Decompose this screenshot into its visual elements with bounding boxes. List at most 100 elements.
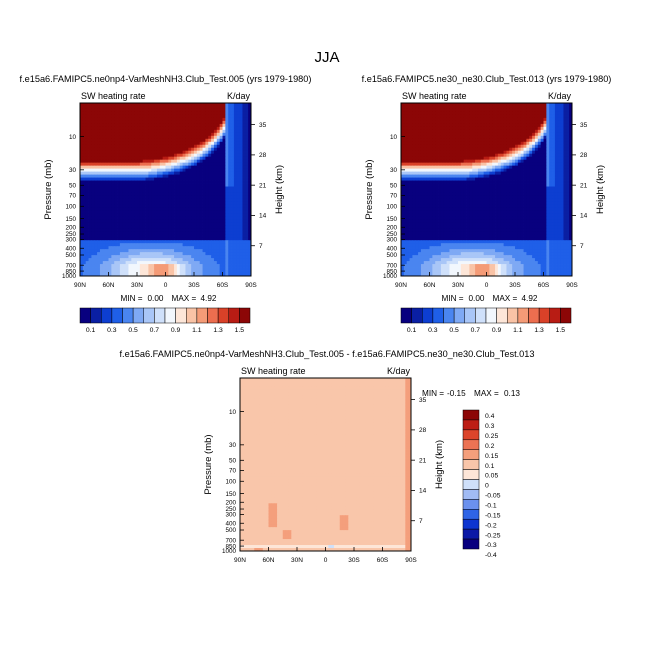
heatmap-cell — [171, 264, 175, 268]
heatmap-cell — [543, 117, 547, 122]
heatmap-cell — [117, 111, 121, 116]
heatmap-cell — [529, 126, 533, 131]
heatmap-cell — [108, 270, 112, 274]
heatmap-cell — [122, 273, 126, 277]
heatmap-cell — [435, 126, 439, 131]
heatmap-cell — [159, 258, 164, 262]
heatmap-cell — [466, 150, 470, 155]
heatmap-cell — [185, 261, 189, 265]
heatmap-cell — [205, 189, 209, 193]
heatmap-cell — [549, 105, 553, 110]
heatmap-cell — [119, 129, 124, 134]
heatmap-cell — [142, 195, 146, 199]
heatmap-cell — [233, 153, 238, 158]
heatmap-cell — [412, 114, 416, 119]
heatmap-cell — [154, 174, 158, 178]
heatmap-cell — [131, 156, 135, 161]
heatmap-cell — [159, 273, 164, 277]
heatmap-cell — [477, 126, 482, 131]
heatmap-cell — [97, 108, 101, 113]
heatmap-cell — [225, 270, 229, 274]
heatmap-cell — [199, 258, 203, 262]
heatmap-cell — [245, 234, 249, 238]
heatmap-cell — [191, 249, 195, 253]
heatmap-cell — [455, 108, 459, 113]
heatmap-cell — [543, 150, 547, 155]
heatmap-cell — [131, 123, 135, 128]
heatmap-cell — [122, 264, 126, 268]
heatmap-cell — [148, 117, 152, 122]
heatmap-cell — [137, 103, 141, 107]
heatmap-cell — [512, 108, 516, 113]
heatmap-cell — [233, 135, 238, 140]
heatmap-cell — [199, 195, 203, 199]
heatmap-cell — [537, 117, 542, 122]
heatmap-cell — [418, 150, 422, 155]
heatmap-cell — [134, 171, 138, 175]
heatmap-cell — [549, 171, 553, 175]
heatmap-cell — [486, 129, 490, 134]
heatmap-cell — [182, 183, 186, 187]
heatmap-cell — [165, 123, 169, 128]
heatmap-cell — [154, 108, 158, 113]
heatmap-cell — [162, 240, 166, 244]
heatmap-cell — [469, 117, 473, 122]
heatmap-cell — [148, 174, 152, 178]
heatmap-cell — [219, 222, 223, 226]
heatmap-cell — [549, 174, 553, 178]
heatmap-cell — [228, 162, 232, 167]
heatmap-cell — [233, 189, 238, 193]
heatmap-cell — [162, 103, 166, 107]
heatmap-cell — [91, 141, 95, 146]
heatmap-cell — [196, 132, 201, 137]
heatmap-cell — [119, 261, 124, 265]
heatmap-cell — [418, 117, 422, 122]
heatmap-cell — [219, 240, 223, 244]
heatmap-cell — [509, 105, 513, 110]
heatmap-cell — [211, 153, 215, 158]
heatmap-cell — [148, 135, 152, 140]
heatmap-cell — [188, 138, 192, 143]
heatmap-cell — [233, 123, 238, 128]
heatmap-cell — [409, 108, 413, 113]
heatmap-cell — [446, 141, 450, 146]
heatmap-cell — [199, 129, 203, 134]
heatmap-cell — [134, 189, 138, 193]
heatmap-cell — [497, 103, 502, 107]
heatmap-cell — [435, 156, 439, 161]
heatmap-cell — [196, 186, 201, 190]
heatmap-cell — [145, 222, 149, 226]
heatmap-cell — [114, 117, 118, 122]
heatmap-cell — [196, 201, 201, 205]
heatmap-cell — [202, 204, 206, 208]
heatmap-cell — [228, 105, 232, 110]
heatmap-cell — [526, 165, 530, 170]
heatmap-cell — [233, 150, 238, 155]
heatmap-cell — [179, 204, 183, 208]
heatmap-cell — [239, 258, 243, 262]
heatmap-cell — [131, 225, 135, 229]
heatmap-cell — [142, 198, 146, 202]
heatmap-cell — [94, 141, 98, 146]
heatmap-cell — [165, 171, 169, 175]
heatmap-cell — [549, 156, 553, 161]
heatmap-cell — [213, 138, 218, 143]
heatmap-cell — [245, 225, 249, 229]
heatmap-cell — [80, 270, 84, 274]
heatmap-cell — [446, 156, 450, 161]
heatmap-cell — [165, 147, 169, 152]
heatmap-cell — [245, 138, 249, 143]
heatmap-cell — [228, 135, 232, 140]
heatmap-cell — [509, 147, 513, 152]
heatmap-cell — [191, 201, 195, 205]
heatmap-cell — [80, 258, 84, 262]
heatmap-cell — [94, 255, 98, 259]
heatmap-cell — [117, 222, 121, 226]
heatmap-cell — [122, 177, 126, 181]
heatmap-cell — [219, 108, 223, 113]
heatmap-cell — [233, 141, 238, 146]
heatmap-cell — [222, 249, 226, 253]
heatmap-cell — [148, 165, 152, 170]
heatmap-cell — [185, 252, 189, 256]
heatmap-cell — [114, 147, 118, 152]
